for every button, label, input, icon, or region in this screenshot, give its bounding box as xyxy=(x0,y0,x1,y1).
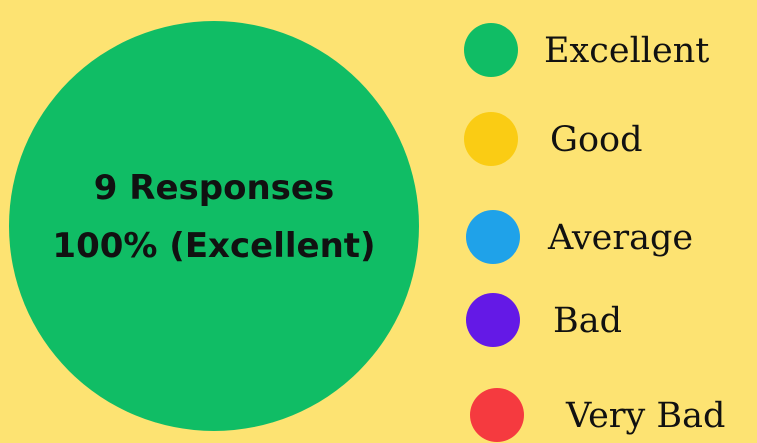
legend: Excellent Good Average Bad Very Bad xyxy=(464,23,725,442)
center-label-responses: 9 Responses xyxy=(94,168,334,208)
legend-marker-average xyxy=(466,210,520,264)
legend-marker-very-bad xyxy=(470,388,524,442)
pie-slices xyxy=(9,21,419,431)
center-label-percent: 100% (Excellent) xyxy=(52,226,375,266)
legend-marker-bad xyxy=(466,293,520,347)
legend-label-very-bad: Very Bad xyxy=(565,396,725,436)
legend-label-average: Average xyxy=(547,218,693,258)
legend-marker-excellent xyxy=(464,23,518,77)
legend-label-bad: Bad xyxy=(553,301,622,341)
legend-marker-good xyxy=(464,112,518,166)
legend-label-good: Good xyxy=(550,120,643,160)
pie-slice-excellent xyxy=(9,21,419,431)
legend-label-excellent: Excellent xyxy=(544,31,709,71)
